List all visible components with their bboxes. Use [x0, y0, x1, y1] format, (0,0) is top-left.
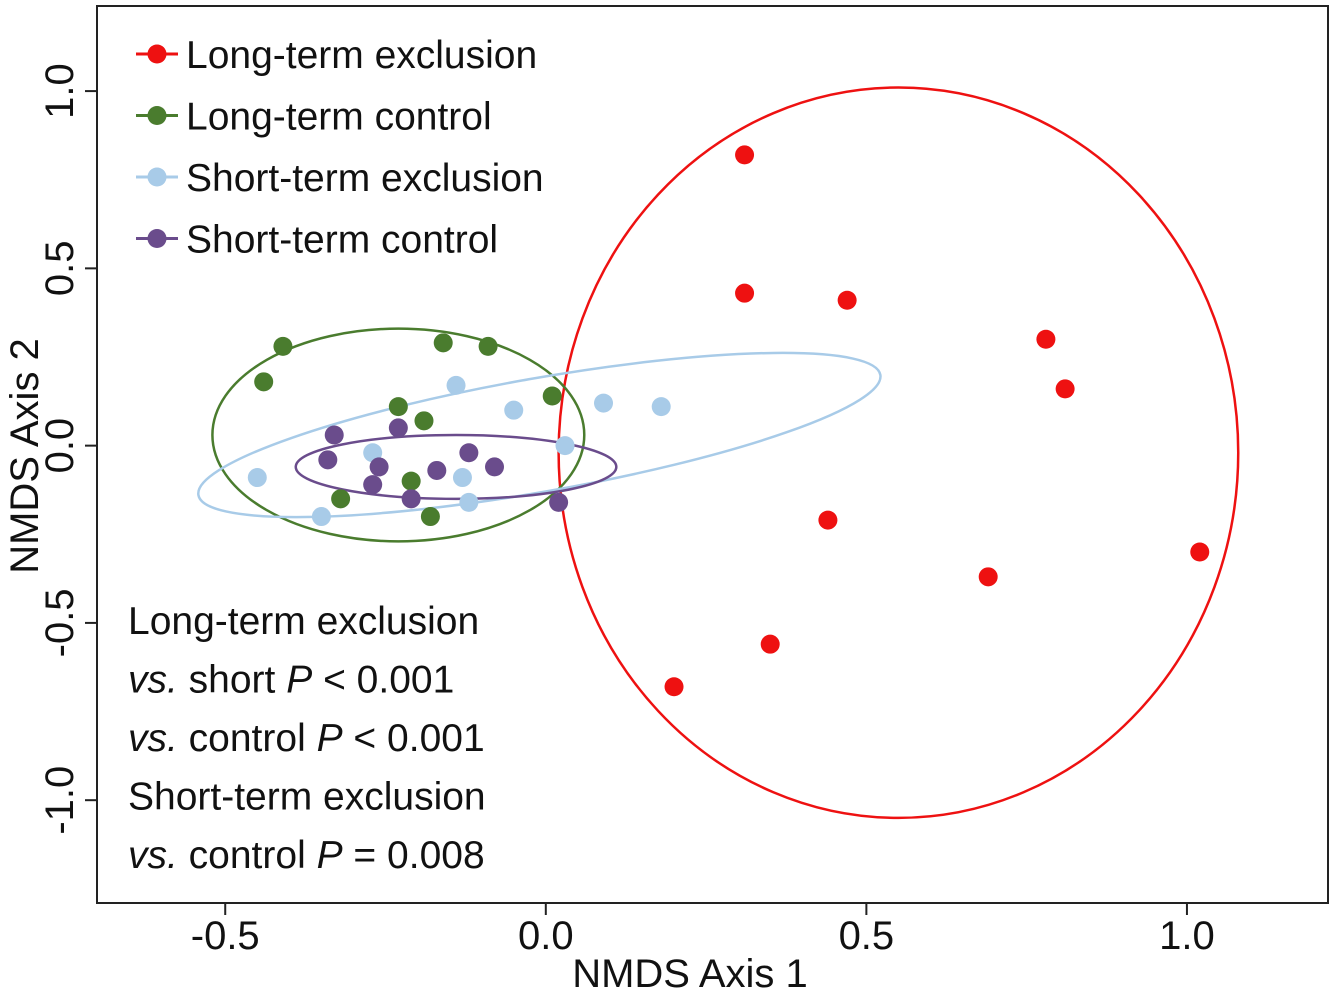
short-term-control-point	[318, 450, 338, 470]
short-term-exclusion-point	[504, 400, 524, 420]
y-tick-label: -1.0	[38, 766, 82, 835]
short-term-control-point	[427, 460, 447, 480]
annotation-line5: vs. control P = 0.008	[128, 834, 485, 877]
x-tick-label: 1.0	[1159, 914, 1215, 958]
legend-label-short-term-control: Short-term control	[186, 219, 498, 262]
legend-label-long-term-exclusion: Long-term exclusion	[186, 34, 537, 77]
long-term-exclusion-point	[1190, 542, 1210, 562]
y-tick-label: -0.5	[38, 588, 82, 657]
significance-annotation: Long-term exclusion vs. short P < 0.001 vs…	[128, 600, 486, 877]
y-tick-label: 0.5	[38, 241, 82, 297]
short-term-control-point	[324, 425, 344, 445]
legend-marker-long-term-exclusion	[147, 44, 167, 64]
y-tick-label: 1.0	[38, 63, 82, 119]
long-term-control-ellipse	[211, 327, 586, 543]
annotation-line2: vs. short P < 0.001	[128, 659, 454, 702]
short-term-control-point	[363, 475, 383, 495]
short-term-exclusion-point	[452, 468, 472, 488]
x-axis-title: NMDS Axis 1	[572, 952, 808, 995]
short-term-exclusion-point	[459, 492, 479, 512]
legend-marker-long-term-control	[147, 106, 167, 125]
short-term-exclusion-point	[363, 443, 383, 463]
long-term-control-point	[414, 411, 434, 431]
short-term-exclusion-point	[311, 507, 331, 527]
long-term-exclusion-point	[664, 677, 684, 697]
long-term-exclusion-point	[1055, 379, 1075, 399]
long-term-control-point	[254, 372, 274, 392]
x-tick-label: 0.5	[839, 914, 895, 958]
long-term-exclusion-point	[978, 567, 998, 587]
long-term-control-point	[401, 471, 421, 491]
x-tick-label: -0.5	[191, 914, 260, 958]
short-term-exclusion-point	[247, 468, 267, 488]
long-term-control-point	[542, 386, 562, 406]
short-term-exclusion-point	[651, 397, 671, 417]
confidence-ellipses	[197, 86, 1240, 820]
short-term-control-point	[369, 457, 389, 477]
plot-frame	[96, 5, 1329, 904]
annotation-line3: vs. control P < 0.001	[128, 717, 485, 760]
short-term-control-point	[549, 492, 569, 512]
long-term-exclusion-point	[735, 145, 755, 165]
long-term-exclusion-ellipse	[557, 86, 1240, 820]
x-tick-label: 0.0	[518, 914, 574, 958]
short-term-control-point	[459, 443, 479, 463]
y-tick-label: 0.0	[38, 418, 82, 474]
short-term-exclusion-ellipse	[197, 351, 882, 519]
y-axis: -1.0 -0.5 0.0 0.5 1.0	[38, 63, 97, 835]
legend-label-short-term-exclusion: Short-term exclusion	[186, 157, 544, 200]
long-term-control-point	[433, 333, 453, 353]
short-term-control-point	[401, 489, 421, 509]
annotation-line1: Long-term exclusion	[128, 600, 479, 643]
long-term-control-point	[388, 397, 408, 417]
legend-marker-short-term-exclusion	[147, 167, 167, 187]
short-term-control-ellipse	[294, 433, 618, 501]
long-term-control-point	[331, 489, 351, 509]
long-term-control-point	[478, 336, 498, 356]
short-term-exclusion-point	[594, 393, 614, 413]
long-term-control-point	[420, 507, 440, 527]
long-term-exclusion-point	[818, 510, 838, 530]
data-points	[247, 145, 1210, 697]
short-term-control-point	[388, 418, 408, 438]
long-term-exclusion-point	[1036, 329, 1056, 349]
long-term-exclusion-point	[837, 290, 857, 310]
short-term-exclusion-point	[446, 375, 466, 395]
long-term-control-point	[273, 336, 293, 356]
short-term-exclusion-point	[555, 436, 575, 456]
long-term-exclusion-point	[760, 634, 780, 654]
legend-label-long-term-control: Long-term control	[186, 96, 492, 139]
long-term-exclusion-point	[735, 283, 755, 303]
legend: Long-term exclusion Long-term control Shor…	[136, 34, 544, 262]
y-axis-title: NMDS Axis 2	[3, 338, 47, 574]
legend-marker-short-term-control	[147, 229, 167, 248]
short-term-control-point	[485, 457, 505, 477]
annotation-line4: Short-term exclusion	[128, 776, 486, 819]
x-axis: -0.5 0.0 0.5 1.0	[191, 903, 1215, 958]
